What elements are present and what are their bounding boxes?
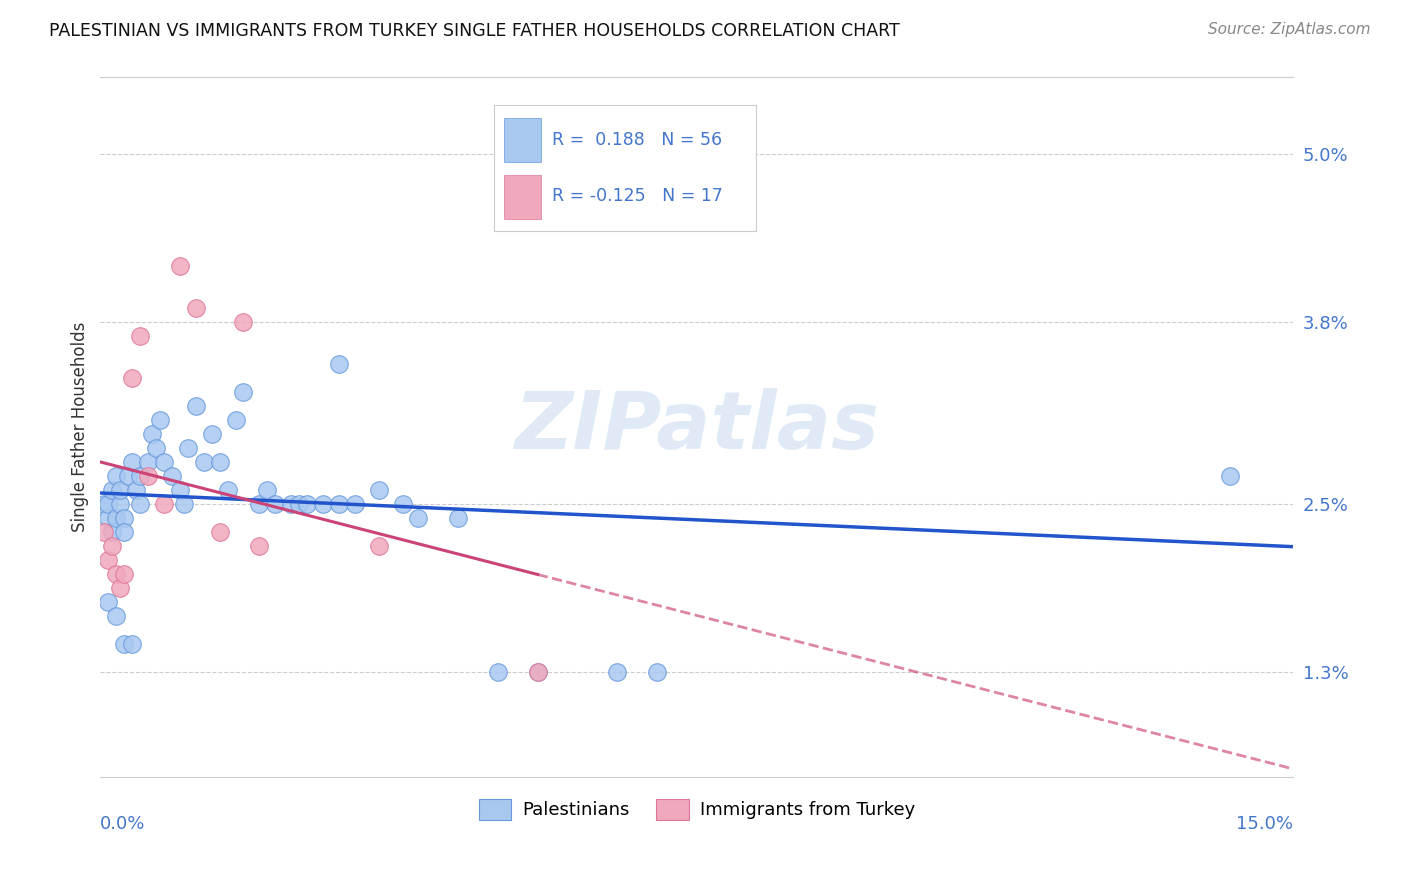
Point <box>112 511 135 525</box>
Point <box>328 357 350 371</box>
Point <box>526 665 548 679</box>
Text: 15.0%: 15.0% <box>1236 815 1294 833</box>
Point <box>105 511 128 525</box>
Point <box>447 511 470 525</box>
Text: 0.0%: 0.0% <box>100 815 146 833</box>
Point <box>208 524 231 539</box>
Point <box>193 455 215 469</box>
Point <box>121 371 143 385</box>
Point <box>526 203 548 218</box>
Y-axis label: Single Father Households: Single Father Households <box>72 322 89 533</box>
Point <box>149 413 172 427</box>
Point <box>110 581 132 595</box>
Text: ZIPatlas: ZIPatlas <box>515 388 879 466</box>
Point <box>101 539 124 553</box>
Legend: Palestinians, Immigrants from Turkey: Palestinians, Immigrants from Turkey <box>471 792 922 827</box>
Point <box>121 455 143 469</box>
Point <box>105 608 128 623</box>
Point <box>93 497 115 511</box>
Point <box>129 469 152 483</box>
Point <box>97 595 120 609</box>
Point <box>112 566 135 581</box>
Point <box>367 539 389 553</box>
Point <box>145 441 167 455</box>
Point <box>247 497 270 511</box>
Point <box>153 497 176 511</box>
Point <box>141 427 163 442</box>
Point <box>153 455 176 469</box>
Point <box>367 483 389 497</box>
Point <box>264 497 287 511</box>
Point <box>97 511 120 525</box>
Point <box>136 469 159 483</box>
Point <box>169 483 191 497</box>
Point <box>112 524 135 539</box>
Point <box>169 259 191 273</box>
Point <box>408 511 430 525</box>
Point <box>101 483 124 497</box>
Point <box>225 413 247 427</box>
Point <box>208 455 231 469</box>
Point <box>112 637 135 651</box>
Point <box>280 497 302 511</box>
Point <box>201 427 224 442</box>
Point <box>256 483 278 497</box>
Point <box>97 553 120 567</box>
Point <box>121 637 143 651</box>
Text: PALESTINIAN VS IMMIGRANTS FROM TURKEY SINGLE FATHER HOUSEHOLDS CORRELATION CHART: PALESTINIAN VS IMMIGRANTS FROM TURKEY SI… <box>49 22 900 40</box>
Point <box>129 497 152 511</box>
Point <box>136 455 159 469</box>
Point <box>343 497 366 511</box>
Point <box>105 566 128 581</box>
Point <box>101 524 124 539</box>
Point <box>288 497 311 511</box>
Point <box>232 315 254 329</box>
Point <box>1219 469 1241 483</box>
Point <box>217 483 239 497</box>
Point <box>93 524 115 539</box>
Point <box>177 441 200 455</box>
Point <box>312 497 335 511</box>
Point <box>110 483 132 497</box>
Point <box>110 497 132 511</box>
Point <box>184 399 207 413</box>
Point <box>247 539 270 553</box>
Point <box>391 497 413 511</box>
Point <box>232 385 254 400</box>
Point <box>105 469 128 483</box>
Point <box>295 497 318 511</box>
Point <box>97 497 120 511</box>
Point <box>160 469 183 483</box>
Point <box>117 469 139 483</box>
Point <box>328 497 350 511</box>
Point <box>184 301 207 315</box>
Point <box>125 483 148 497</box>
Text: Source: ZipAtlas.com: Source: ZipAtlas.com <box>1208 22 1371 37</box>
Point <box>606 665 628 679</box>
Point <box>486 665 509 679</box>
Point <box>645 665 668 679</box>
Point <box>173 497 195 511</box>
Point <box>129 329 152 343</box>
Point <box>526 665 548 679</box>
